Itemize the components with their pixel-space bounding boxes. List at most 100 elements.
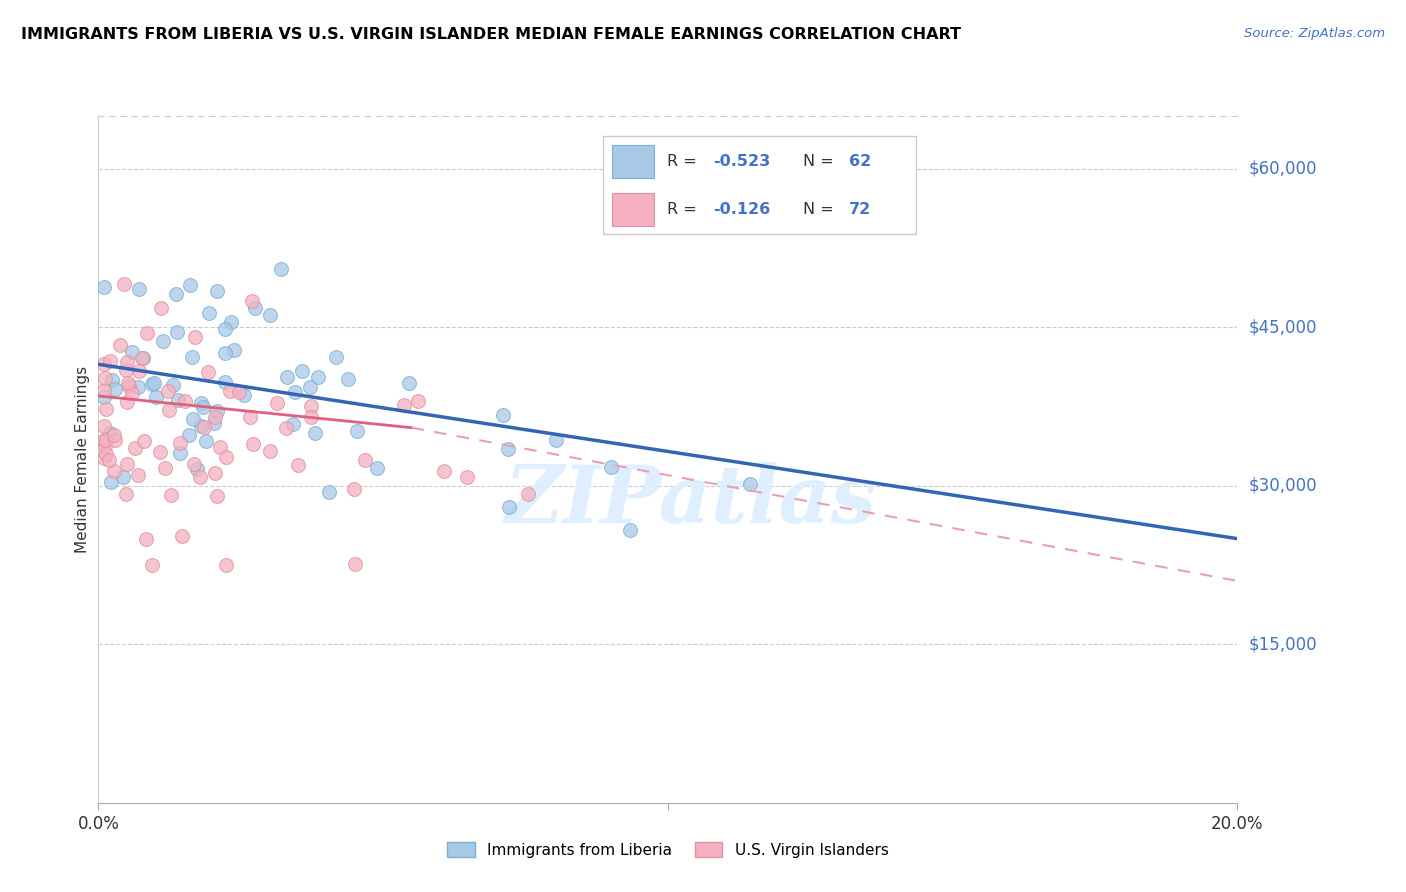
- Point: [93, 383, 115, 397]
- Point: [205, 404, 228, 418]
- Point: [214, 322, 236, 336]
- Point: [117, 395, 139, 409]
- Point: [281, 417, 304, 432]
- FancyBboxPatch shape: [603, 136, 917, 235]
- Text: N =: N =: [803, 202, 839, 218]
- Point: [218, 384, 240, 398]
- Point: [270, 261, 292, 276]
- Point: [204, 409, 226, 424]
- Point: [284, 384, 307, 399]
- Point: [170, 529, 193, 543]
- Point: [205, 284, 228, 298]
- Point: [242, 436, 264, 450]
- Point: [101, 372, 124, 386]
- Point: [298, 380, 321, 394]
- Point: [195, 434, 218, 449]
- Point: [104, 382, 127, 396]
- Y-axis label: Median Female Earnings: Median Female Earnings: [75, 366, 90, 553]
- Point: [117, 376, 139, 391]
- Point: [156, 384, 179, 398]
- Point: [198, 306, 221, 320]
- Point: [149, 445, 172, 459]
- Point: [132, 351, 155, 365]
- Point: [456, 470, 478, 484]
- Point: [179, 428, 201, 442]
- Text: $60,000: $60,000: [1249, 160, 1317, 178]
- Point: [398, 376, 420, 390]
- Point: [215, 558, 238, 572]
- Point: [142, 376, 165, 391]
- Point: [152, 334, 174, 348]
- Point: [111, 470, 134, 484]
- Point: [299, 410, 322, 425]
- Text: R =: R =: [668, 202, 703, 218]
- Point: [98, 354, 121, 368]
- Point: [219, 315, 242, 329]
- Point: [287, 458, 309, 472]
- Point: [215, 450, 238, 465]
- Point: [274, 420, 297, 434]
- Point: [150, 301, 173, 315]
- Point: [190, 418, 212, 433]
- Point: [307, 370, 329, 384]
- Point: [188, 470, 211, 484]
- Point: [124, 442, 146, 456]
- Point: [619, 523, 641, 537]
- Point: [205, 489, 228, 503]
- Point: [103, 428, 125, 442]
- Point: [118, 379, 141, 393]
- Text: -0.523: -0.523: [713, 154, 770, 169]
- Point: [346, 424, 368, 438]
- Point: [141, 558, 163, 572]
- Point: [141, 377, 163, 392]
- Point: [337, 372, 360, 386]
- Point: [186, 462, 208, 476]
- Legend: Immigrants from Liberia, U.S. Virgin Islanders: Immigrants from Liberia, U.S. Virgin Isl…: [441, 836, 894, 863]
- Point: [214, 375, 236, 389]
- Point: [128, 282, 150, 296]
- Point: [96, 402, 118, 417]
- Point: [93, 451, 115, 466]
- Point: [291, 364, 314, 378]
- Point: [136, 326, 159, 340]
- Point: [498, 500, 520, 514]
- Text: Source: ZipAtlas.com: Source: ZipAtlas.com: [1244, 27, 1385, 40]
- Point: [204, 466, 226, 480]
- Point: [276, 370, 298, 384]
- Point: [93, 390, 115, 404]
- Text: $45,000: $45,000: [1249, 318, 1317, 336]
- Point: [325, 350, 347, 364]
- Point: [209, 440, 232, 454]
- Text: $15,000: $15,000: [1249, 635, 1317, 653]
- Point: [93, 439, 115, 453]
- Point: [599, 460, 621, 475]
- Point: [517, 487, 540, 501]
- Point: [93, 280, 115, 294]
- Point: [167, 393, 190, 408]
- Point: [228, 384, 250, 399]
- Point: [127, 380, 149, 394]
- Point: [496, 442, 519, 457]
- Point: [103, 464, 125, 478]
- Point: [98, 425, 121, 440]
- Point: [135, 532, 157, 546]
- Point: [259, 309, 281, 323]
- Text: N =: N =: [803, 154, 839, 169]
- Point: [162, 378, 184, 392]
- Text: IMMIGRANTS FROM LIBERIA VS U.S. VIRGIN ISLANDER MEDIAN FEMALE EARNINGS CORRELATI: IMMIGRANTS FROM LIBERIA VS U.S. VIRGIN I…: [21, 27, 962, 42]
- Point: [240, 294, 263, 309]
- Point: [239, 409, 262, 424]
- Point: [299, 399, 322, 413]
- Point: [214, 345, 236, 359]
- Text: -0.126: -0.126: [713, 202, 770, 218]
- Point: [259, 444, 281, 458]
- Point: [492, 409, 515, 423]
- Text: ZIPatlas: ZIPatlas: [505, 462, 877, 540]
- Point: [121, 345, 143, 359]
- Point: [304, 426, 326, 441]
- Point: [117, 457, 139, 471]
- Point: [740, 477, 762, 491]
- Point: [165, 286, 187, 301]
- Point: [115, 363, 138, 377]
- Bar: [613, 145, 655, 178]
